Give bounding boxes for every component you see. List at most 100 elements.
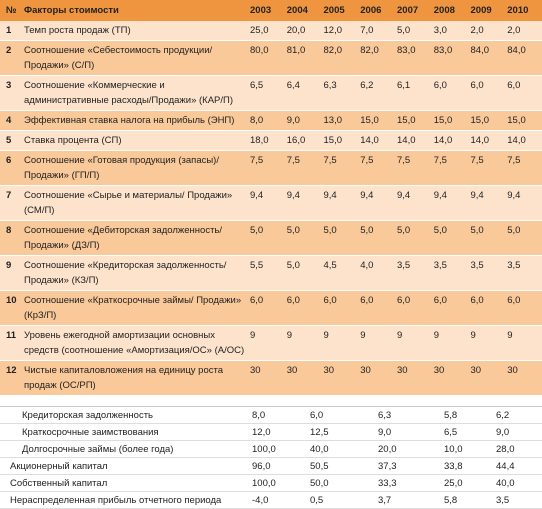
factor-value: 9 [358,325,395,361]
factor-value: 9,4 [284,185,322,221]
lower-value: 9,0 [376,423,442,441]
factor-value: 6,0 [248,290,285,326]
factor-value: 7,5 [431,150,469,186]
factor-value: 9,4 [468,185,506,221]
factor-name: Соотношение «Сырье и материалы/ Продажи»… [22,185,248,221]
lower-label: Нераспределенная прибыль отчетного перио… [0,491,250,509]
factor-value: 7,5 [284,150,322,186]
factor-name: Уровень ежегодной амортизации основных с… [22,325,248,361]
factor-name: Соотношение «Дебиторская задолженность/ … [22,220,248,256]
year-header: 2006 [358,0,395,21]
factor-value: 6,0 [395,290,432,326]
lower-value: 12,5 [308,423,376,441]
factor-value: 83,0 [431,40,469,76]
row-number: 6 [0,150,22,186]
factor-value: 20,0 [284,21,322,41]
lower-row: Нераспределенная прибыль отчетного перио… [0,491,542,509]
factor-value: 7,5 [321,150,359,186]
factor-value: 9 [321,325,359,361]
factor-value: 6,1 [395,75,432,111]
factor-value: 13,0 [321,110,359,131]
lower-label: Кредиторская задолженность [0,406,250,424]
row-number: 8 [0,220,22,256]
factor-value: 14,0 [358,130,395,151]
factor-row: 2 Соотношение «Себестоимость продукции/ П… [0,40,542,76]
factor-value: 15,0 [431,110,469,131]
factor-row: 9 Соотношение «Кредиторская задолженность… [0,255,542,291]
lower-value: 37,3 [376,457,442,475]
factor-value: 18,0 [248,130,285,151]
factor-value: 80,0 [248,40,285,76]
factor-value: 2,0 [505,21,542,41]
factor-value: 5,0 [284,255,322,291]
lower-value: 100,0 [250,440,308,458]
factor-value: 14,0 [468,130,506,151]
year-header: 2008 [431,0,469,21]
lower-row: Долгосрочные займы (более года) 100,0 40,0… [0,440,542,458]
factor-value: 16,0 [284,130,322,151]
factor-header: Факторы стоимости [22,0,248,21]
lower-value: 33,8 [442,457,494,475]
lower-value: 8,0 [250,406,308,424]
year-header: 2005 [321,0,359,21]
factor-value: 5,0 [358,220,395,256]
factor-value: 15,0 [358,110,395,131]
lower-value: 100,0 [250,474,308,492]
year-header: 2003 [248,0,285,21]
factor-value: 30 [321,360,359,396]
factor-value: 30 [431,360,469,396]
factor-value: 5,0 [248,220,285,256]
factor-value: 15,0 [395,110,432,131]
factor-row: 7 Соотношение «Сырье и материалы/ Продажи… [0,185,542,221]
factor-value: 5,0 [431,220,469,256]
factor-name: Соотношение «Себестоимость продукции/ Пр… [22,40,248,76]
factor-value: 6,0 [505,290,542,326]
lower-value: 33,3 [376,474,442,492]
factor-value: 15,0 [505,110,542,131]
factor-value: 9,4 [395,185,432,221]
factor-value: 6,0 [321,290,359,326]
row-number: 12 [0,360,22,396]
lower-value: 50,0 [308,474,376,492]
factor-value: 6,5 [248,75,285,111]
factor-value: 2,0 [468,21,506,41]
row-number: 7 [0,185,22,221]
factor-value: 14,0 [395,130,432,151]
lower-value: 25,0 [442,474,494,492]
header-row: № Факторы стоимости 2003 2004 2005 2006 2007… [0,0,542,21]
lower-label: Долгосрочные займы (более года) [0,440,250,458]
factor-row: 12 Чистые капиталовложения на единицу рос… [0,360,542,396]
year-header: 2009 [468,0,506,21]
factor-value: 9 [468,325,506,361]
factor-value: 14,0 [431,130,469,151]
factor-name: Темп роста продаж (ТП) [22,21,248,41]
factor-value: 5,0 [468,220,506,256]
factor-value: 3,5 [431,255,469,291]
lower-value: 96,0 [250,457,308,475]
factor-value: 9,4 [358,185,395,221]
lower-value: 5,8 [442,491,494,509]
factor-value: 9,4 [248,185,285,221]
lower-value: 12,0 [250,423,308,441]
factor-value: 3,0 [431,21,469,41]
factor-name: Соотношение «Кредиторская задолженность/… [22,255,248,291]
factor-value: 30 [284,360,322,396]
lower-value: -4,0 [250,491,308,509]
factor-row: 10 Соотношение «Краткосрочные займы/ Прод… [0,290,542,326]
factor-value: 4,5 [321,255,359,291]
factor-value: 9,4 [321,185,359,221]
factor-name: Ставка процента (СП) [22,130,248,151]
factor-value: 6,0 [284,290,322,326]
factor-value: 30 [395,360,432,396]
lower-value: 40,0 [308,440,376,458]
number-header: № [0,0,22,21]
lower-value: 6,5 [442,423,494,441]
factor-value: 5,0 [284,220,322,256]
factor-value: 82,0 [321,40,359,76]
factor-value: 12,0 [321,21,359,41]
factor-value: 84,0 [468,40,506,76]
factor-value: 15,0 [321,130,359,151]
row-number: 11 [0,325,22,361]
factor-value: 14,0 [505,130,542,151]
row-number: 10 [0,290,22,326]
